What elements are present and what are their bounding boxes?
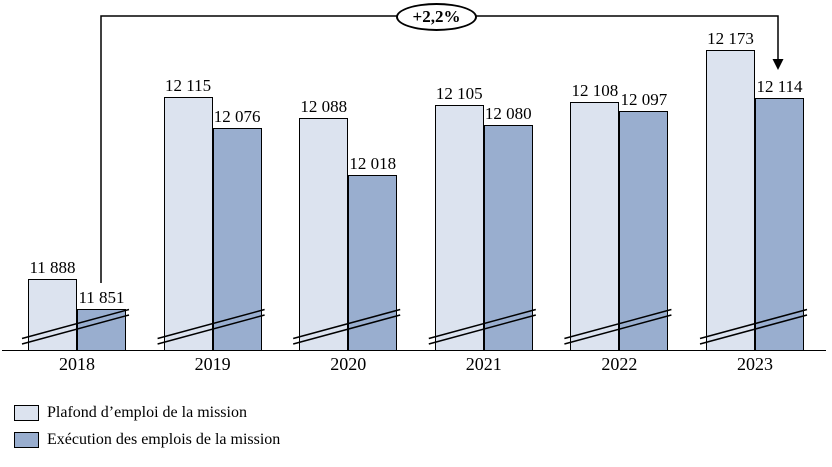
value-label-plafond-2023: 12 173	[707, 29, 754, 49]
value-label-plafond-2018: 11 888	[29, 258, 76, 278]
bar-execution-2022	[619, 111, 669, 351]
x-axis-line	[2, 350, 826, 351]
growth-annotation-bubble: +2,2%	[396, 3, 477, 31]
value-label-execution-2020: 12 018	[349, 153, 397, 173]
value-label-execution-2021: 12 080	[484, 103, 532, 123]
bar-plafond-2021	[434, 104, 484, 351]
value-label-plafond-2021: 12 105	[435, 83, 483, 103]
legend-swatch-execution	[14, 432, 39, 448]
x-tick-2021: 2021	[465, 354, 502, 374]
value-label-execution-2018: 11 851	[78, 288, 125, 307]
value-label-plafond-2019: 12 115	[165, 75, 212, 95]
legend-label-execution: Exécution des emplois de la mission	[47, 431, 281, 448]
legend-label-plafond: Plafond d’emploi de la mission	[47, 404, 247, 421]
value-label-execution-2019: 12 076	[213, 107, 261, 127]
value-label-plafond-2020: 12 088	[300, 97, 348, 117]
value-label-execution-2022: 12 097	[620, 90, 668, 110]
x-tick-2019: 2019	[194, 354, 231, 374]
value-label-execution-2023: 12 114	[756, 76, 803, 96]
legend: Plafond d’emploi de la mission Exécution…	[14, 404, 280, 449]
bar-execution-2020	[348, 174, 398, 351]
bar-execution-2021	[483, 124, 533, 351]
x-tick-2020: 2020	[330, 354, 367, 374]
growth-annotation-text: +2,2%	[412, 7, 461, 26]
x-tick-2023: 2023	[737, 354, 773, 374]
bar-execution-2018	[77, 309, 126, 351]
bar-execution-2023	[755, 97, 804, 351]
legend-item-execution: Exécution des emplois de la mission	[14, 431, 280, 449]
bar-plafond-2019	[163, 96, 213, 351]
bar-execution-2019	[212, 128, 262, 351]
legend-swatch-plafond	[14, 405, 39, 421]
x-tick-2018: 2018	[59, 354, 95, 374]
legend-item-plafond: Plafond d’emploi de la mission	[14, 404, 280, 422]
x-tick-2022: 2022	[601, 354, 638, 374]
bar-plafond-2022	[570, 102, 620, 351]
